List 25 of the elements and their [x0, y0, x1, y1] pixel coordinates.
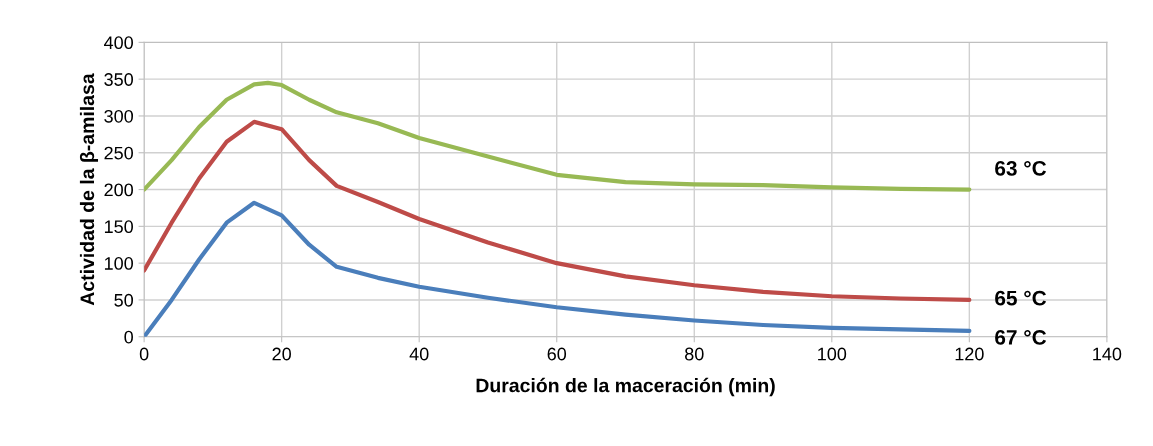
y-tick-label: 250 — [104, 146, 134, 160]
x-tick-label: 0 — [139, 347, 149, 361]
x-tick-label: 140 — [1093, 347, 1122, 361]
x-axis-title: Duración de la maceración (min) — [476, 377, 775, 397]
series-label: 63 °C — [995, 160, 1047, 176]
line-series — [144, 80, 972, 192]
y-tick-label: 200 — [104, 183, 134, 197]
series-label: 67 °C — [995, 330, 1047, 345]
line-series — [144, 119, 972, 303]
y-axis-title: Actividad de la β-amilasa — [79, 73, 99, 306]
y-tick-label: 150 — [104, 220, 134, 234]
y-tick-label: 100 — [104, 257, 134, 270]
x-tick-label: 120 — [955, 347, 984, 361]
x-tick-label: 60 — [547, 347, 567, 361]
x-tick-label: 100 — [818, 347, 847, 361]
y-tick-label: 400 — [104, 36, 134, 50]
x-tick-label: 40 — [409, 347, 429, 361]
y-tick-label: 50 — [114, 293, 133, 307]
y-tick-label: 350 — [104, 73, 134, 86]
y-tick-label: 300 — [104, 109, 134, 123]
x-tick-label: 20 — [272, 347, 291, 361]
series-label: 65 °C — [995, 290, 1047, 306]
x-tick-label: 80 — [685, 347, 704, 361]
y-tick-label: 0 — [124, 330, 133, 344]
line-series — [144, 200, 972, 337]
